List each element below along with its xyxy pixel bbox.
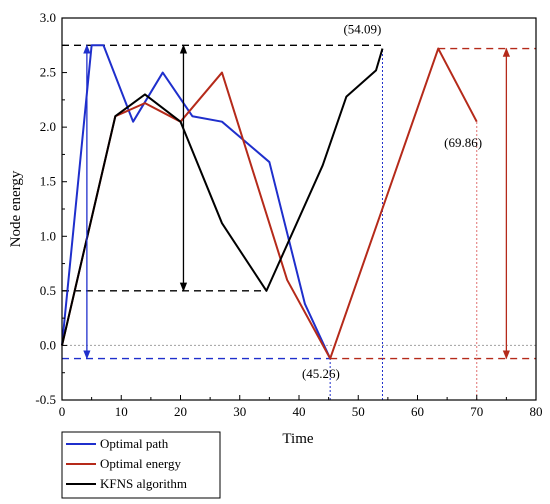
annotation-3: (45.26) [302,366,340,381]
x-tick-label: 60 [411,404,424,419]
series-line-2 [61,47,478,360]
y-tick-label: 1.5 [40,174,56,189]
x-tick-label: 30 [233,404,246,419]
plot-area: (54.09) (69.86) (45.26) [61,21,536,400]
annotation-1: (54.09) [343,21,381,36]
legend: Optimal path Optimal energy KFNS algorithm [61,431,221,499]
y-tick-label: 0.5 [40,283,56,298]
axes: 0 10 20 30 40 50 60 70 80 -0.5 0.0 0.5 1.0 1.5 2.0 2.5 3… [35,10,542,419]
y-tick-label: 2.5 [40,65,56,80]
legend-label-3: KFNS algorithm [100,476,187,491]
x-tick-label: 10 [115,404,128,419]
y-tick-label: 1.0 [40,228,56,243]
annotation-2: (69.86) [444,135,482,150]
y-axis-title: Node energy [8,170,24,247]
y-tick-label: 0.0 [40,337,56,352]
x-tick-label: 80 [530,404,543,419]
legend-label-2: Optimal energy [100,456,181,471]
x-tick-label: 50 [352,404,365,419]
plot-frame [61,17,537,401]
x-tick-label: 70 [470,404,483,419]
x-tick-label: 0 [59,404,66,419]
series-line-1 [61,44,332,359]
x-axis-title: Time [282,431,313,447]
y-tick-label: 3.0 [40,10,56,25]
x-tick-label: 40 [293,404,306,419]
y-tick-label: 2.0 [40,119,56,134]
x-tick-label: 20 [174,404,187,419]
series-line-3 [61,48,384,346]
legend-label-1: Optimal path [100,436,169,451]
y-tick-label: -0.5 [35,392,56,407]
